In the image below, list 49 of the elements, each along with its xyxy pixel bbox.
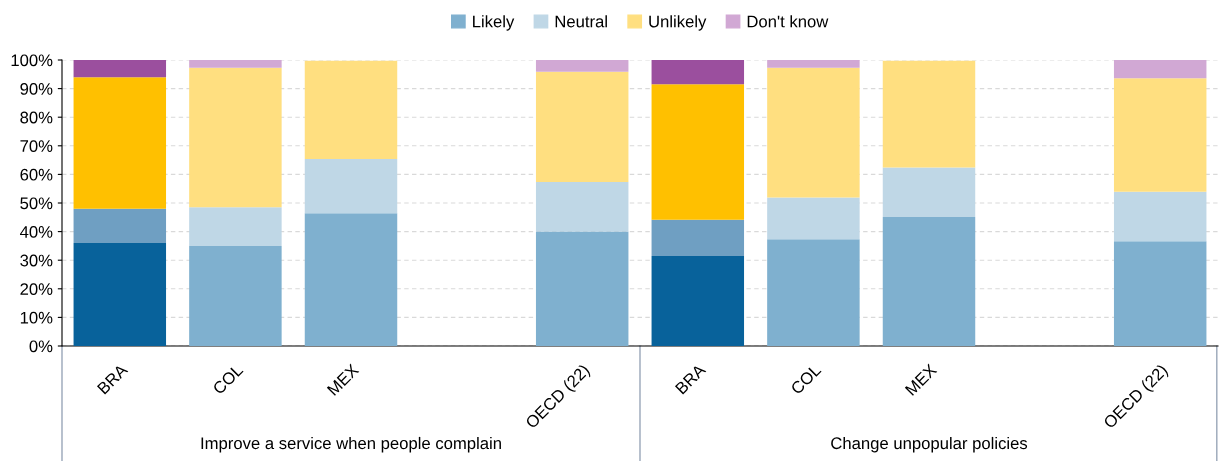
bar [73, 243, 167, 346]
bar [882, 167, 976, 218]
bar [1113, 78, 1207, 192]
y-tick-label: 50% [20, 197, 53, 210]
legend-label: Neutral [555, 15, 607, 28]
y-tick-label: 0% [29, 340, 53, 353]
bar [651, 60, 745, 85]
bar [1113, 241, 1207, 346]
bar [73, 60, 167, 78]
bar [73, 77, 167, 209]
bar [1113, 191, 1207, 242]
y-tick-label: 70% [20, 140, 53, 152]
y-tick-label: 90% [20, 83, 53, 95]
bar [73, 208, 167, 244]
bar [767, 239, 860, 346]
bar [304, 158, 398, 214]
bar [882, 217, 976, 346]
x-tick-label: COL [790, 363, 822, 395]
bar [651, 255, 745, 346]
bar [189, 207, 282, 246]
bar [535, 60, 629, 72]
y-tick-label: 30% [20, 254, 53, 267]
legend-label: Unlikely [649, 15, 707, 31]
y-tick-label: 20% [20, 283, 53, 295]
bar [767, 60, 860, 68]
bar [535, 182, 629, 232]
y-tick-label: 10% [20, 311, 53, 324]
text: Improve a service when people complain [201, 436, 501, 453]
legend-label: Don't know [747, 15, 829, 28]
bar [189, 67, 282, 208]
bar [189, 60, 282, 68]
bar [189, 245, 282, 346]
y-tick-label: 40% [20, 226, 53, 238]
bar [882, 60, 976, 168]
legend-label: Likely [473, 15, 515, 31]
bar [304, 213, 398, 346]
bar [767, 67, 860, 198]
bar [651, 84, 745, 220]
bar [535, 71, 629, 183]
bar [1113, 60, 1207, 79]
text: Change unpopular policies [831, 436, 1028, 453]
bar [304, 60, 398, 159]
y-tick-label: 100% [11, 54, 53, 67]
x-tick-label: COL [212, 363, 244, 395]
bar [651, 219, 745, 256]
bar [535, 231, 629, 346]
y-tick-label: 80% [20, 111, 53, 124]
bar [767, 197, 860, 240]
y-tick-label: 60% [20, 168, 53, 181]
